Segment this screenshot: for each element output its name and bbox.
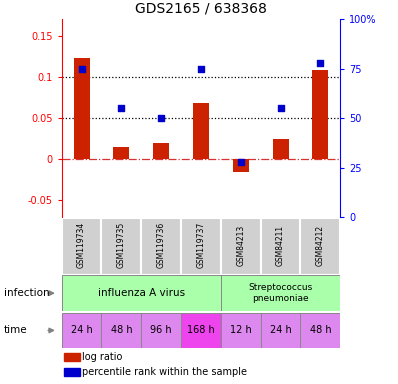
FancyBboxPatch shape xyxy=(62,218,101,275)
Point xyxy=(78,66,85,72)
FancyBboxPatch shape xyxy=(101,313,141,348)
Text: Streptococcus
pneumoniae: Streptococcus pneumoniae xyxy=(248,283,313,303)
FancyBboxPatch shape xyxy=(300,218,340,275)
Text: GSM119734: GSM119734 xyxy=(77,222,86,268)
Text: GSM84213: GSM84213 xyxy=(236,224,245,266)
Point xyxy=(158,115,164,121)
Text: influenza A virus: influenza A virus xyxy=(98,288,185,298)
Text: 48 h: 48 h xyxy=(111,325,132,336)
FancyBboxPatch shape xyxy=(221,275,340,311)
Text: GSM84212: GSM84212 xyxy=(316,224,325,266)
Text: 168 h: 168 h xyxy=(187,325,215,336)
Text: 96 h: 96 h xyxy=(150,325,172,336)
FancyBboxPatch shape xyxy=(181,218,221,275)
FancyBboxPatch shape xyxy=(261,218,300,275)
FancyBboxPatch shape xyxy=(141,313,181,348)
FancyBboxPatch shape xyxy=(62,313,101,348)
FancyBboxPatch shape xyxy=(300,313,340,348)
Text: GSM119737: GSM119737 xyxy=(197,222,205,268)
Bar xyxy=(64,353,80,361)
Point xyxy=(277,105,284,111)
Bar xyxy=(153,143,169,159)
FancyBboxPatch shape xyxy=(221,313,261,348)
Bar xyxy=(193,103,209,159)
Point xyxy=(118,105,125,111)
FancyBboxPatch shape xyxy=(62,275,221,311)
Text: log ratio: log ratio xyxy=(82,352,123,362)
Text: 12 h: 12 h xyxy=(230,325,252,336)
Point xyxy=(317,60,324,66)
Point xyxy=(238,159,244,165)
Text: 24 h: 24 h xyxy=(71,325,92,336)
Point xyxy=(198,66,204,72)
Text: GSM119736: GSM119736 xyxy=(157,222,166,268)
Bar xyxy=(113,147,129,159)
FancyBboxPatch shape xyxy=(261,313,300,348)
FancyBboxPatch shape xyxy=(181,313,221,348)
Text: time: time xyxy=(4,325,27,336)
Bar xyxy=(64,367,80,376)
FancyBboxPatch shape xyxy=(141,218,181,275)
Text: GSM119735: GSM119735 xyxy=(117,222,126,268)
Text: 48 h: 48 h xyxy=(310,325,331,336)
Bar xyxy=(312,70,328,159)
Text: 24 h: 24 h xyxy=(270,325,291,336)
FancyBboxPatch shape xyxy=(101,218,141,275)
Text: percentile rank within the sample: percentile rank within the sample xyxy=(82,367,247,377)
Text: GSM84211: GSM84211 xyxy=(276,224,285,266)
Text: infection: infection xyxy=(4,288,50,298)
Bar xyxy=(273,139,289,159)
Title: GDS2165 / 638368: GDS2165 / 638368 xyxy=(135,1,267,15)
Bar xyxy=(233,159,249,172)
Bar xyxy=(74,58,90,159)
FancyBboxPatch shape xyxy=(221,218,261,275)
